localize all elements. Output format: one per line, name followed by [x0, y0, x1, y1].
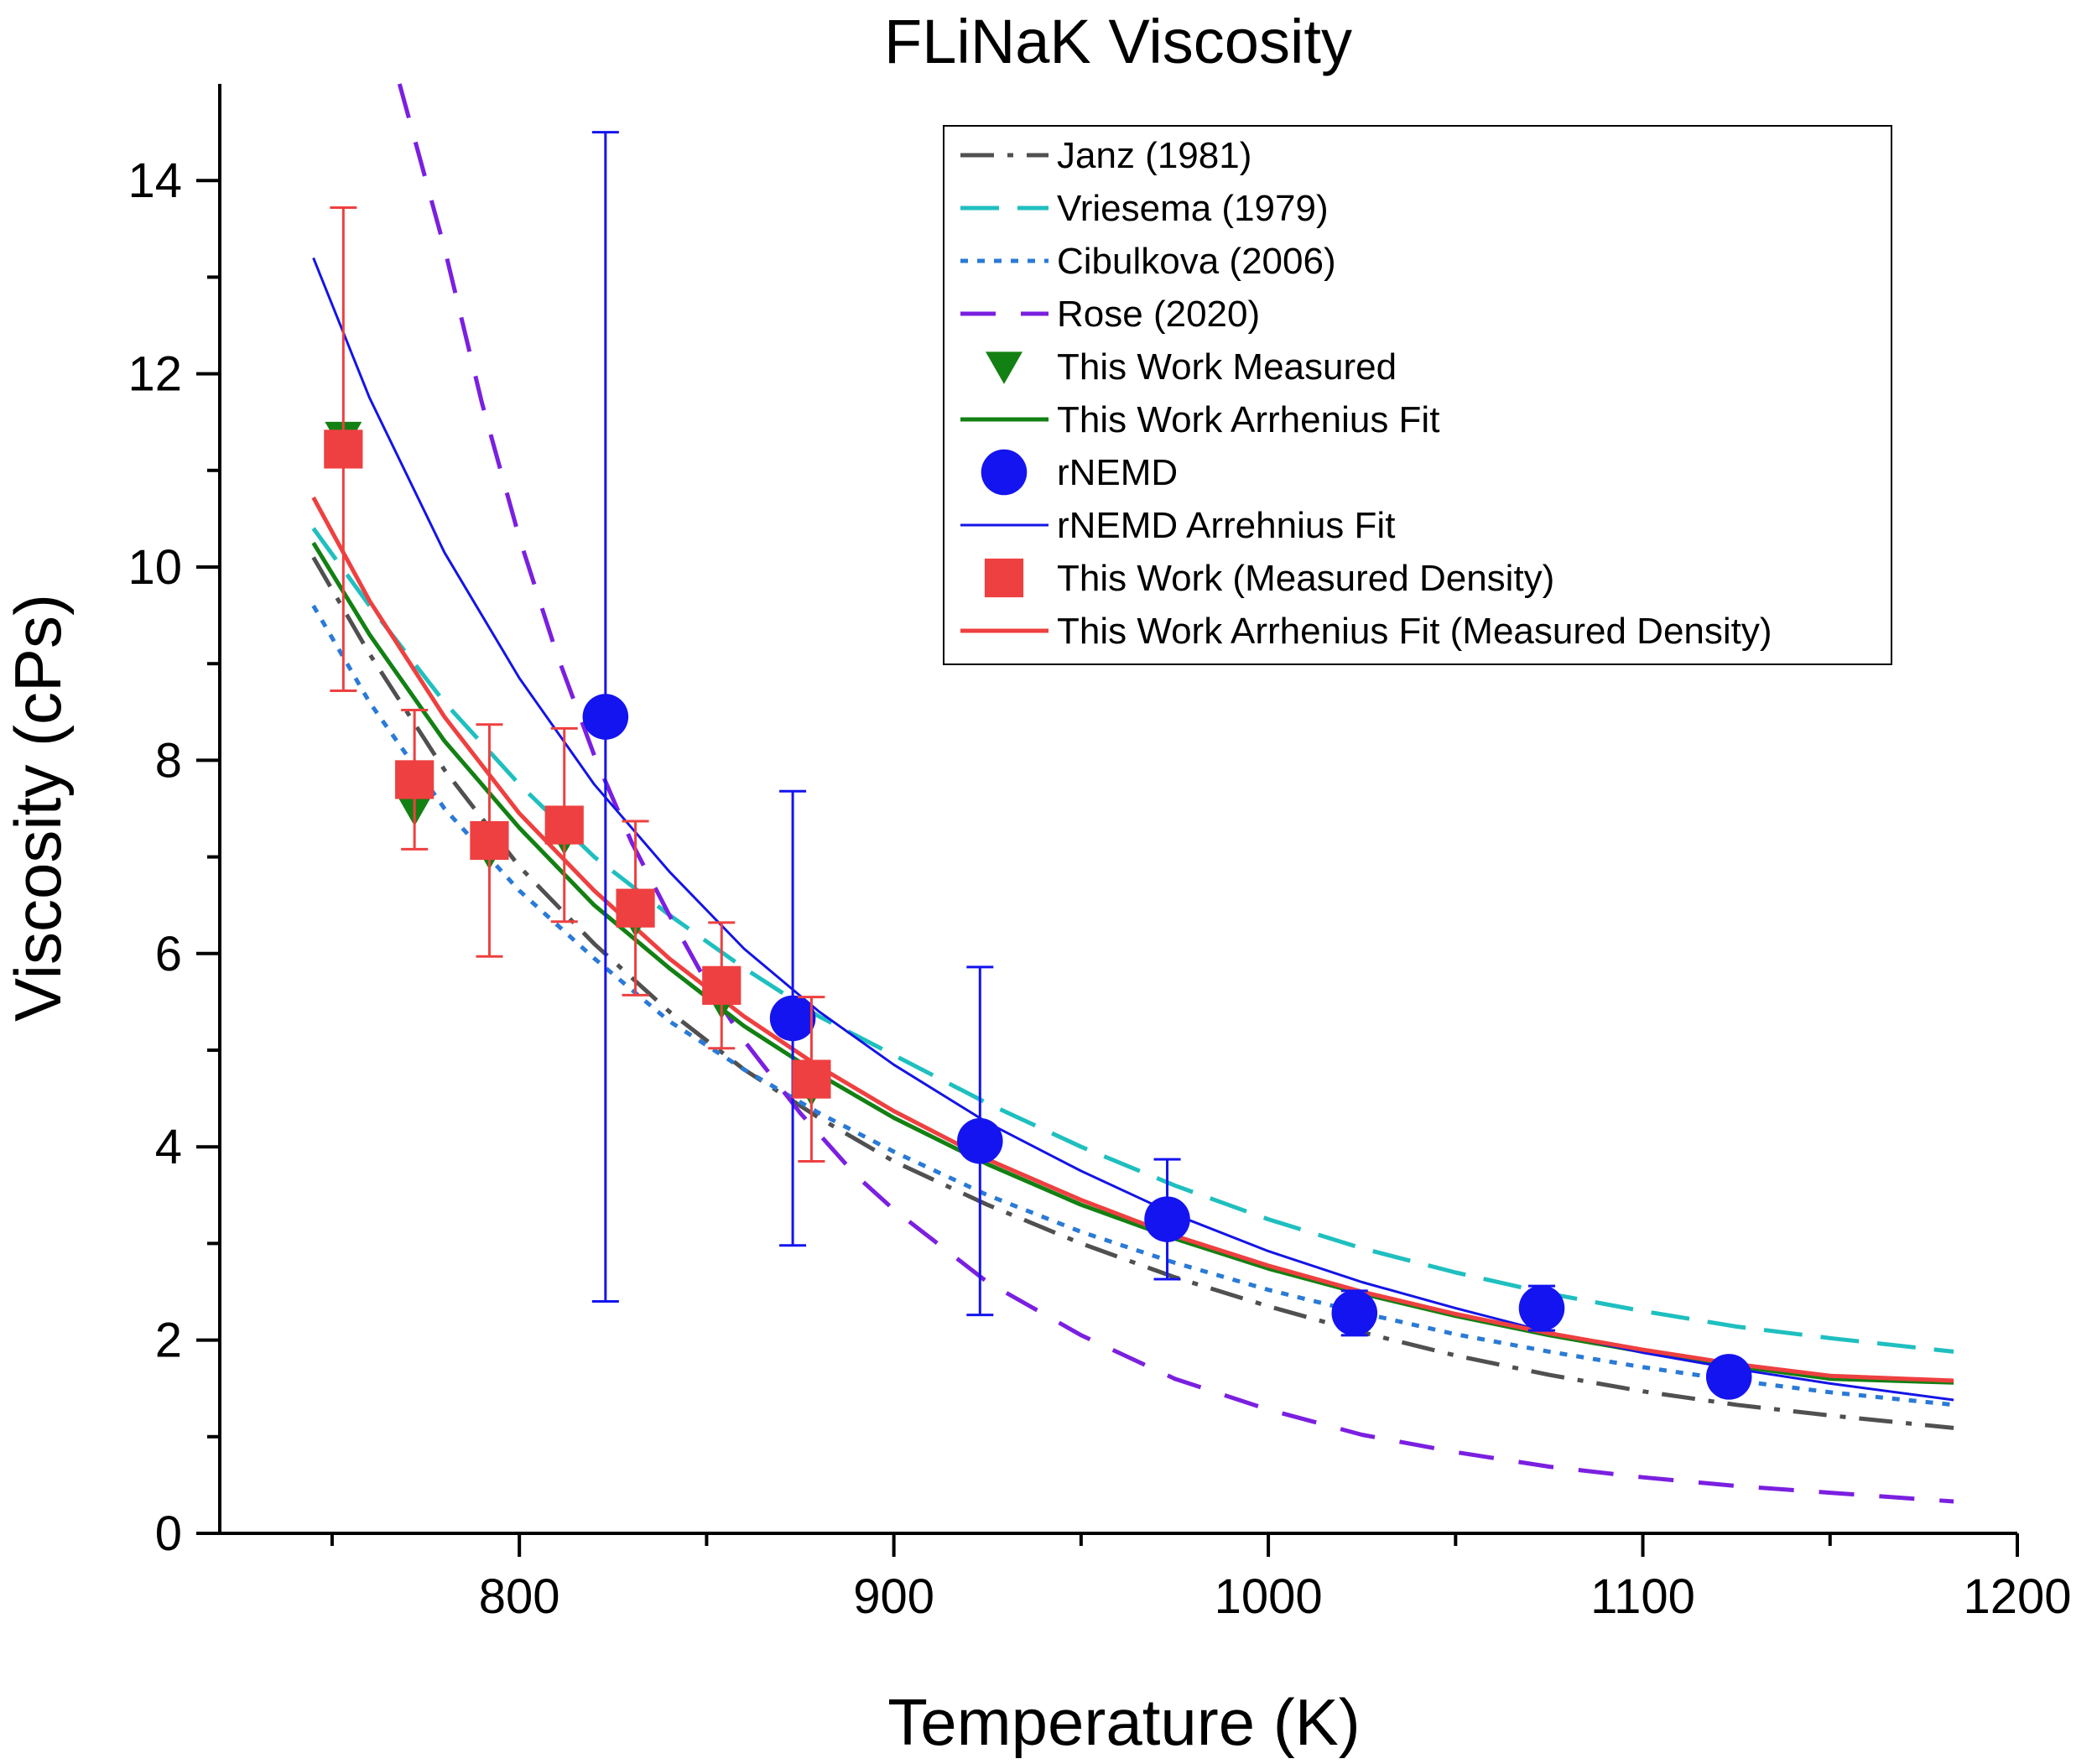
legend-label: Vriesema (1979) — [1057, 188, 1329, 229]
legend-item: Cibulkova (2006) — [960, 241, 1336, 282]
y-tick-label: 2 — [155, 1314, 182, 1368]
x-tick-label: 1000 — [1215, 1569, 1323, 1624]
data-point — [470, 820, 509, 861]
data-point — [1331, 1290, 1378, 1336]
series-line — [311, 604, 1954, 1408]
chart-title: FLiNaK Viscosity — [884, 7, 1352, 76]
data-point — [582, 694, 629, 740]
series-line — [311, 527, 1954, 1354]
x-tick-label: 800 — [479, 1569, 560, 1624]
y-tick-label: 4 — [155, 1120, 182, 1174]
y-tick-label: 6 — [155, 927, 182, 981]
legend-label: Janz (1981) — [1057, 135, 1251, 176]
legend-item: This Work Measured — [986, 346, 1397, 388]
data-point — [544, 805, 584, 845]
series-this-work-arrhenius-fit-measured-density — [311, 496, 1954, 1383]
series-line — [311, 541, 1954, 1385]
legend-item: rNEMD Arrehnius Fit — [960, 505, 1395, 546]
series-line — [312, 257, 1954, 1402]
data-point — [792, 1059, 831, 1099]
data-point — [324, 429, 363, 469]
series-line — [397, 83, 1954, 1504]
series-rnemd-arrehnius-fit — [312, 257, 1954, 1402]
legend-label: This Work Arrhenius Fit — [1057, 399, 1439, 440]
series-janz-1981 — [311, 556, 1954, 1430]
legend-swatch — [986, 351, 1022, 384]
legend-item: This Work Arrhenius Fit (Measured Densit… — [960, 611, 1772, 652]
legend-item: This Work Arrhenius Fit — [960, 399, 1439, 440]
series-cibulkova-2006 — [311, 604, 1954, 1408]
legend-item: Rose (2020) — [960, 294, 1260, 335]
legend-label: Cibulkova (2006) — [1057, 241, 1336, 282]
x-axis-label: Temperature (K) — [887, 1685, 1361, 1759]
y-tick-label: 10 — [127, 540, 182, 595]
legend: Janz (1981) Vriesema (1979) Cibulkova (200… — [943, 125, 1892, 665]
y-tick-label: 8 — [155, 733, 182, 788]
legend-item: Janz (1981) — [960, 135, 1251, 176]
y-axis-label: Viscosity (cPs) — [1, 594, 75, 1022]
legend-item: This Work (Measured Density) — [984, 558, 1554, 599]
x-tick-label: 1200 — [1963, 1569, 2071, 1624]
legend-item: Vriesema (1979) — [960, 188, 1329, 229]
data-point — [702, 965, 741, 1005]
x-tick-label: 900 — [853, 1569, 934, 1624]
axes: 800 900 1000 1100 1200 0 2 4 6 8 10 12 14 — [127, 84, 2072, 1624]
legend-label: rNEMD Arrehnius Fit — [1057, 505, 1395, 546]
data-point — [1705, 1354, 1752, 1400]
data-point — [1144, 1196, 1190, 1242]
series-this-work-measured-density — [324, 206, 831, 1163]
legend-label: This Work (Measured Density) — [1057, 558, 1554, 599]
y-tick-label: 14 — [127, 154, 182, 208]
data-point — [616, 888, 655, 928]
legend-item: rNEMD — [981, 449, 1178, 496]
x-tick-label: 1100 — [1590, 1569, 1695, 1624]
series-rnemd — [582, 131, 1752, 1400]
legend-swatch — [981, 449, 1028, 496]
legend-label: This Work Measured — [1057, 346, 1397, 388]
series-vriesema-1979 — [311, 527, 1954, 1354]
series-rose-2020 — [397, 83, 1954, 1504]
legend-swatch — [984, 558, 1024, 598]
series-line — [311, 496, 1954, 1383]
y-tick-label: 0 — [155, 1506, 182, 1561]
series-this-work-arrhenius-fit — [311, 541, 1954, 1385]
y-tick-label: 12 — [127, 347, 182, 402]
data-point — [395, 760, 434, 799]
data-point — [769, 995, 816, 1042]
data-point — [957, 1118, 1003, 1164]
legend-label: Rose (2020) — [1057, 294, 1260, 335]
plot-area — [311, 83, 1954, 1504]
series-line — [311, 556, 1954, 1430]
legend-box — [943, 125, 1892, 665]
data-layer — [311, 83, 1954, 1504]
legend-label: This Work Arrhenius Fit (Measured Densit… — [1057, 611, 1772, 652]
data-point — [1518, 1285, 1565, 1331]
legend-label: rNEMD — [1057, 452, 1178, 493]
